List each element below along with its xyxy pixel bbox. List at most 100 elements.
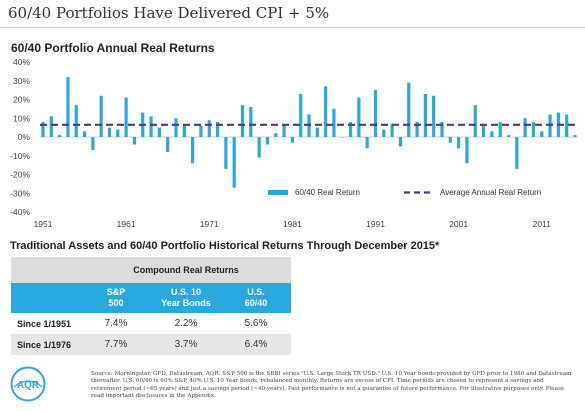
chart-title: 60/40 Portfolio Annual Real Returns <box>11 41 215 55</box>
bar-chart: 40% 30% 20% 10% 0% -10% -20% -30% -40% 1951 1961 19… <box>10 57 578 229</box>
bar-2007 <box>506 135 511 137</box>
bar-1959 <box>107 127 112 137</box>
bar-2000 <box>448 137 452 143</box>
bar-1998 <box>432 95 436 137</box>
table-cell: 7.4% <box>81 313 151 334</box>
column-header-bonds: U.S. 10 Year Bonds <box>151 283 221 313</box>
bar-2010 <box>531 122 536 137</box>
table-cell: 2.2% <box>151 313 221 334</box>
title-divider <box>0 27 585 28</box>
row-label: Since 1/1976 <box>11 334 81 355</box>
bar-1990 <box>365 137 369 149</box>
bar-1995 <box>407 82 411 137</box>
legend-label-average: Average Annual Real Return <box>440 188 541 197</box>
bar-2005 <box>490 131 494 137</box>
bar-1986 <box>332 108 336 137</box>
bar-1992 <box>382 129 386 137</box>
bar-1960 <box>116 129 120 137</box>
bar-1966 <box>166 137 170 152</box>
table-title: Traditional Assets and 60/40 Portfolio H… <box>10 240 440 252</box>
bar-2006 <box>498 122 502 137</box>
bar-1985 <box>324 86 328 137</box>
bar-1988 <box>348 122 353 137</box>
table-header-blank <box>11 283 81 313</box>
bar-2004 <box>481 125 486 137</box>
bar-1967 <box>174 118 178 137</box>
bar-1962 <box>132 137 137 145</box>
bar-1954 <box>66 77 70 137</box>
table-caption-spacer <box>11 257 81 283</box>
x-tick-label: 1971 <box>200 219 219 229</box>
bar-2014 <box>565 114 569 137</box>
bar-1977 <box>257 137 261 158</box>
bar-1994 <box>398 137 403 147</box>
bar-2001 <box>457 137 461 149</box>
y-tick-label: 40% <box>13 57 30 67</box>
bar-1996 <box>415 122 419 137</box>
row-label: Since 1/1951 <box>11 313 81 334</box>
x-tick-label: 2011 <box>533 219 552 229</box>
y-tick-label: -40% <box>10 207 30 217</box>
bar-1971 <box>207 120 211 137</box>
table-cell: 3.7% <box>151 334 221 355</box>
bar-1969 <box>191 137 195 164</box>
bar-2015 <box>573 135 577 137</box>
svg-text:AQR: AQR <box>17 380 40 391</box>
bar-2011 <box>540 131 544 137</box>
bar-1999 <box>440 122 444 137</box>
bar-1980 <box>282 123 286 137</box>
bar-1993 <box>390 123 394 137</box>
bar-1991 <box>373 90 378 137</box>
table-caption-row: Compound Real Returns <box>11 257 291 283</box>
y-tick-label: 10% <box>13 113 30 123</box>
page-title: 60/40 Portfolios Have Delivered CPI + 5% <box>8 4 330 22</box>
y-tick-label: -10% <box>10 151 30 161</box>
bar-1981 <box>290 137 294 143</box>
table-row: Since 1/1976 7.7% 3.7% 6.4% <box>11 334 291 355</box>
bar-1982 <box>299 93 303 137</box>
bar-1997 <box>423 93 427 137</box>
bar-1973 <box>224 137 228 169</box>
bar-1987 <box>340 137 344 138</box>
y-tick-label: 30% <box>13 76 30 86</box>
y-tick-label: 0% <box>18 132 31 142</box>
bar-2009 <box>523 118 527 137</box>
y-tick-label: -30% <box>10 188 30 198</box>
footnote: Source: Morningstar, GFD, Datastream, AQ… <box>91 371 572 400</box>
bar-2002 <box>465 137 469 164</box>
legend-swatch-bars <box>268 190 288 195</box>
bar-1961 <box>124 97 128 137</box>
table-header-row: S&P 500 U.S. 10 Year Bonds U.S. 60/40 <box>11 283 291 313</box>
table-cell: 5.6% <box>221 313 291 334</box>
legend-label-bars: 60/40 Real Return <box>295 188 360 197</box>
x-tick-label: 1981 <box>283 219 302 229</box>
bar-1955 <box>74 105 78 137</box>
bar-1972 <box>215 122 220 137</box>
table-caption: Compound Real Returns <box>81 257 291 283</box>
x-tick-label: 2001 <box>449 219 468 229</box>
bar-2003 <box>473 105 477 137</box>
bar-1978 <box>265 137 270 145</box>
bar-1964 <box>149 116 153 137</box>
table-row: Since 1/1951 7.4% 2.2% 5.6% <box>11 313 291 334</box>
y-tick-label: 20% <box>13 95 30 105</box>
bar-1975 <box>240 105 245 137</box>
bar-1952 <box>49 116 53 137</box>
bar-1989 <box>357 97 361 137</box>
bar-1965 <box>157 127 161 137</box>
bar-1957 <box>91 137 95 151</box>
column-header-6040: U.S. 60/40 <box>221 283 291 313</box>
bar-1968 <box>182 125 186 137</box>
bar-1951 <box>41 122 45 137</box>
x-tick-label: 1991 <box>366 219 385 229</box>
aqr-logo: AQR <box>10 366 46 402</box>
returns-table: Compound Real Returns S&P 500 U.S. 10 Year… <box>11 257 291 355</box>
y-tick-label: -20% <box>10 170 30 180</box>
bar-1974 <box>232 137 236 188</box>
table-cell: 6.4% <box>221 334 291 355</box>
table-cell: 7.7% <box>81 334 151 355</box>
bar-1984 <box>315 127 319 137</box>
bar-1976 <box>249 107 253 137</box>
bar-2008 <box>515 137 519 169</box>
bar-1970 <box>199 125 203 137</box>
